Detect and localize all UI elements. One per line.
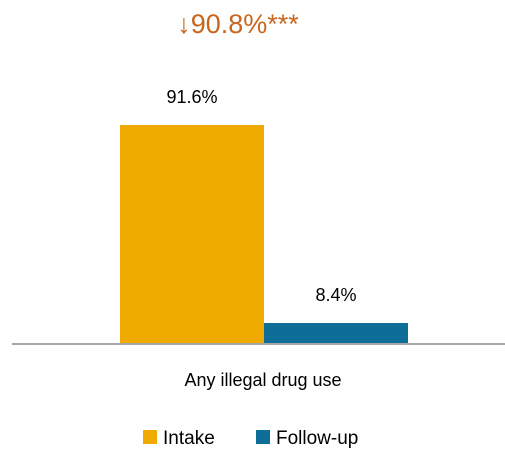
legend-swatch-intake xyxy=(143,430,157,444)
legend-swatch-follow-up xyxy=(256,430,270,444)
legend-label-follow-up: Follow-up xyxy=(276,428,358,449)
percent-change-value: 90.8%*** xyxy=(191,9,300,39)
percent-change-annotation: ↓90.8%*** xyxy=(177,9,299,39)
value-label-follow-up: 8.4% xyxy=(315,285,356,305)
value-label-intake: 91.6% xyxy=(166,87,217,107)
legend: Intake Follow-up xyxy=(143,428,358,449)
bars xyxy=(120,124,408,343)
down-arrow-icon: ↓ xyxy=(177,9,191,39)
bar-intake xyxy=(120,124,264,343)
value-labels: 91.6% 8.4% xyxy=(166,87,356,305)
bar-follow-up xyxy=(264,323,408,343)
category-label: Any illegal drug use xyxy=(184,370,341,390)
legend-label-intake: Intake xyxy=(163,428,215,449)
